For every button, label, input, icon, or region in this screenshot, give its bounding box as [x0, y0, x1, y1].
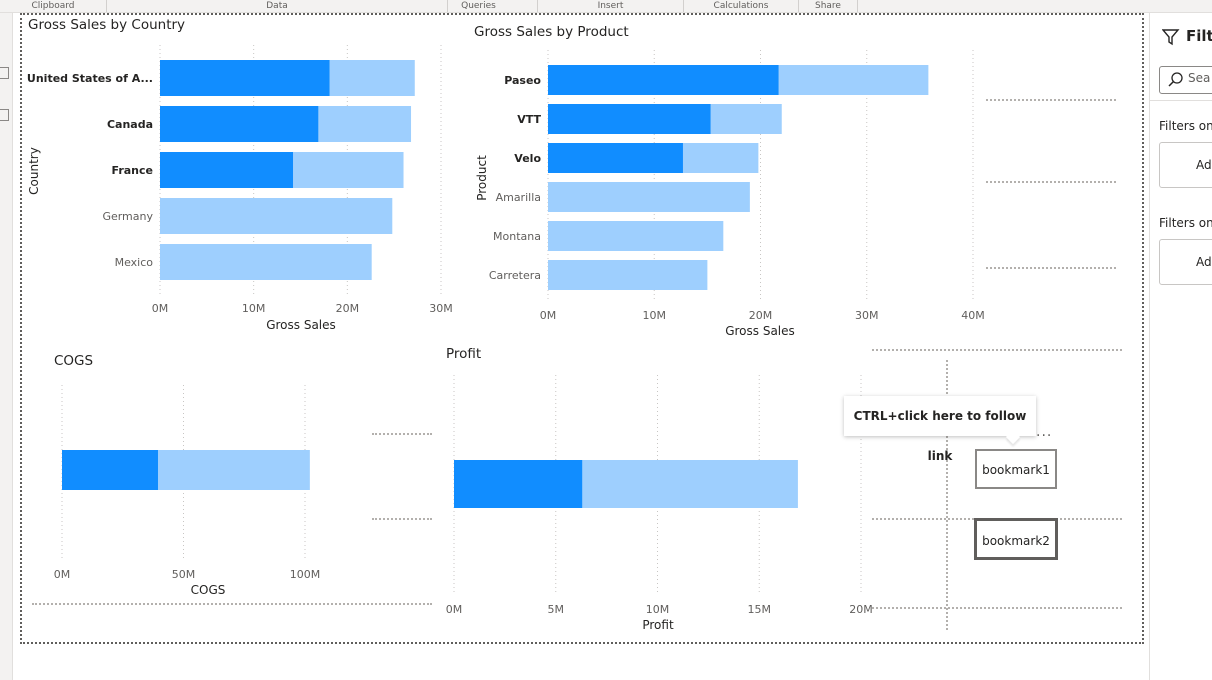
- chart-title-profit: Profit: [446, 346, 482, 362]
- x-tick-label: 0M: [446, 603, 463, 616]
- x-tick-label: 20M: [336, 302, 360, 315]
- ribbon-group-share: Share: [799, 0, 858, 12]
- bar-selected[interactable]: [160, 106, 319, 142]
- table-view-icon[interactable]: [0, 67, 9, 79]
- ribbon-group-queries: Queries: [420, 0, 538, 12]
- cogs-chart[interactable]: 0M 50M 100M COGS: [30, 380, 360, 605]
- x-axis-title: Profit: [642, 618, 674, 632]
- category-label: France: [112, 164, 153, 177]
- x-axis-title: Gross Sales: [266, 318, 336, 332]
- filters-pane: Filte Sea Filters on t Ado Filters on a …: [1149, 13, 1212, 680]
- x-tick-label: 20M: [849, 603, 873, 616]
- x-tick-label: 30M: [855, 309, 879, 322]
- chart-title-cogs: COGS: [54, 353, 94, 369]
- ribbon-group-clipboard: Clipboard: [0, 0, 107, 12]
- category-label: Canada: [107, 118, 153, 131]
- bar-selected[interactable]: [548, 104, 711, 134]
- filters-on-this-visual-label: Filters on t: [1159, 119, 1212, 133]
- grid-dots: [872, 349, 1122, 351]
- category-label: Germany: [102, 210, 153, 223]
- category-label: Montana: [493, 230, 541, 243]
- category-label: Mexico: [115, 256, 154, 269]
- bar-selected[interactable]: [160, 60, 330, 96]
- grid-dots: [986, 267, 1116, 269]
- grid-dots: [946, 360, 948, 630]
- x-tick-label: 10M: [242, 302, 266, 315]
- add-data-fields-all[interactable]: Ado: [1159, 239, 1212, 285]
- bar-selected[interactable]: [160, 152, 294, 188]
- chart-title-gross-sales-by-country: Gross Sales by Country: [28, 17, 186, 33]
- x-tick-label: 10M: [643, 309, 667, 322]
- category-label: Carretera: [489, 269, 541, 282]
- grid-dots: [372, 518, 432, 520]
- bar-selected[interactable]: [62, 450, 158, 490]
- grid-dots: [372, 433, 432, 435]
- bar-total[interactable]: [548, 260, 708, 290]
- x-tick-label: 100M: [290, 568, 321, 581]
- filter-icon: [1162, 29, 1180, 46]
- ribbon-group-calculations: Calculations: [684, 0, 799, 12]
- grid-dots: [986, 99, 1116, 101]
- chart-title-gross-sales-by-product: Gross Sales by Product: [474, 24, 629, 40]
- model-view-icon[interactable]: [0, 109, 9, 121]
- bar-selected[interactable]: [548, 65, 779, 95]
- bookmark1-button[interactable]: bookmark1: [975, 449, 1057, 489]
- add-data-fields-visual[interactable]: Ado: [1159, 142, 1212, 188]
- category-label: Amarilla: [496, 191, 541, 204]
- bar-total[interactable]: [160, 244, 372, 280]
- y-axis-title: Country: [27, 147, 41, 195]
- more-options-icon[interactable]: ...: [1036, 424, 1053, 440]
- category-label: United States of A...: [27, 72, 153, 85]
- search-icon: [1168, 72, 1183, 87]
- gross-sales-by-country-chart[interactable]: 0M 10M 20M 30M United States of A... Canada Fr…: [20, 40, 460, 340]
- ribbon-group-labels: Clipboard Data Queries Insert Calculatio…: [0, 0, 1212, 13]
- grid-dots: [32, 603, 432, 605]
- category-label: Velo: [514, 152, 541, 165]
- x-tick-label: 15M: [748, 603, 772, 616]
- x-tick-label: 20M: [749, 309, 773, 322]
- left-view-rail: [0, 13, 13, 680]
- bookmark2-button[interactable]: bookmark2: [974, 518, 1058, 560]
- y-axis-title: Product: [475, 155, 489, 201]
- grid-dots: [986, 181, 1116, 183]
- bar-selected[interactable]: [548, 143, 683, 173]
- x-tick-label: 40M: [961, 309, 985, 322]
- filters-pane-title: Filte: [1186, 27, 1212, 45]
- filters-search-input[interactable]: [1159, 66, 1212, 94]
- bar-total[interactable]: [548, 182, 750, 212]
- ribbon-group-insert: Insert: [538, 0, 684, 12]
- x-tick-label: 50M: [172, 568, 196, 581]
- x-axis-title: Gross Sales: [725, 324, 795, 338]
- category-label: VTT: [517, 113, 541, 126]
- x-tick-label: 0M: [540, 309, 557, 322]
- add-data-fields-label: Ado: [1196, 158, 1212, 172]
- filters-on-all-pages-label: Filters on a: [1159, 216, 1212, 230]
- x-tick-label: 5M: [548, 603, 565, 616]
- profit-chart[interactable]: 0M 5M 10M 15M 20M Profit: [420, 370, 890, 640]
- x-tick-label: 10M: [646, 603, 670, 616]
- x-tick-label: 0M: [152, 302, 169, 315]
- x-tick-label: 30M: [429, 302, 453, 315]
- category-label: Paseo: [504, 74, 541, 87]
- follow-link-tooltip: CTRL+click here to follow link: [844, 396, 1036, 463]
- bar-total[interactable]: [548, 221, 724, 251]
- gross-sales-by-product-chart[interactable]: 0M 10M 20M 30M 40M Paseo VTT Velo Amarilla Montan…: [470, 45, 1010, 345]
- grid-dots: [872, 607, 1122, 609]
- x-tick-label: 0M: [54, 568, 71, 581]
- filters-search-placeholder: Sea: [1188, 71, 1211, 85]
- x-axis-title: COGS: [191, 583, 226, 597]
- ribbon-group-data: Data: [107, 0, 448, 12]
- bar-selected[interactable]: [454, 460, 583, 508]
- divider: [1150, 100, 1212, 101]
- add-data-fields-label: Ado: [1196, 255, 1212, 269]
- bar-total[interactable]: [160, 198, 393, 234]
